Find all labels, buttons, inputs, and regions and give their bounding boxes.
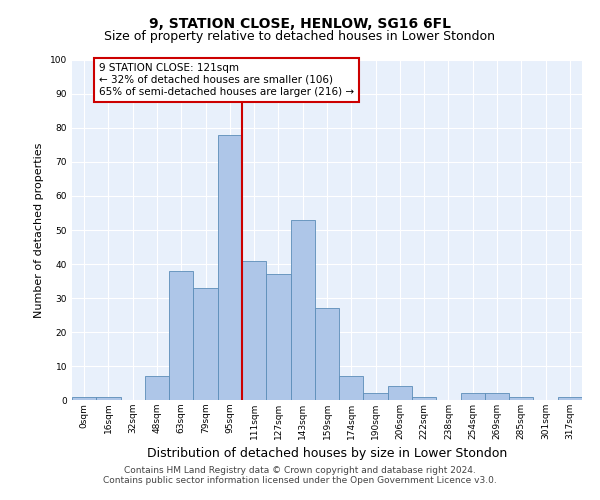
Bar (509, 396, 533, 400)
Bar (558, 396, 582, 400)
Bar (388, 386, 412, 400)
Bar (485, 393, 509, 400)
Bar (169, 271, 193, 400)
Bar (145, 376, 169, 400)
Text: Contains HM Land Registry data © Crown copyright and database right 2024.
Contai: Contains HM Land Registry data © Crown c… (103, 466, 497, 485)
Bar (242, 260, 266, 400)
Bar (315, 308, 339, 400)
Bar (364, 393, 388, 400)
Text: Size of property relative to detached houses in Lower Stondon: Size of property relative to detached ho… (104, 30, 496, 43)
Bar (218, 135, 242, 400)
X-axis label: Distribution of detached houses by size in Lower Stondon: Distribution of detached houses by size … (147, 448, 507, 460)
Y-axis label: Number of detached properties: Number of detached properties (34, 142, 44, 318)
Bar (461, 393, 485, 400)
Bar (266, 274, 290, 400)
Bar (412, 396, 436, 400)
Bar (193, 288, 218, 400)
Text: 9, STATION CLOSE, HENLOW, SG16 6FL: 9, STATION CLOSE, HENLOW, SG16 6FL (149, 18, 451, 32)
Bar (96, 396, 121, 400)
Text: 9 STATION CLOSE: 121sqm
← 32% of detached houses are smaller (106)
65% of semi-d: 9 STATION CLOSE: 121sqm ← 32% of detache… (99, 64, 354, 96)
Bar (72, 396, 96, 400)
Bar (290, 220, 315, 400)
Bar (339, 376, 364, 400)
